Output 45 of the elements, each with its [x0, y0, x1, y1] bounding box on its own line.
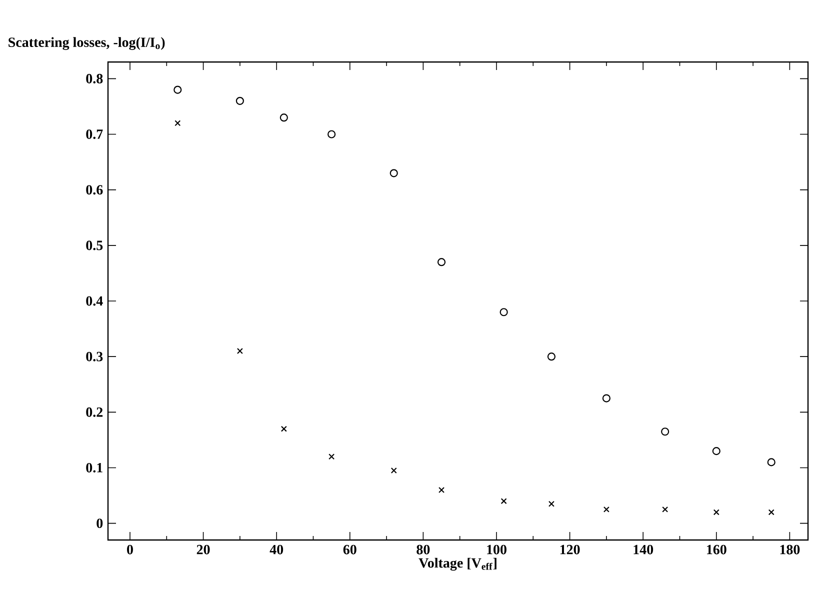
y-tick-label: 0.2 — [86, 407, 103, 417]
point — [661, 428, 670, 436]
point — [328, 130, 336, 138]
point — [437, 258, 446, 266]
point — [767, 458, 776, 466]
x-tick-label: 100 — [487, 544, 506, 554]
point — [500, 308, 508, 316]
x-tick-label: 40 — [270, 544, 284, 554]
point — [328, 454, 335, 460]
point — [280, 114, 288, 122]
x-tick-label: 160 — [707, 544, 726, 554]
x-axis-title: Voltage [V$_{eff}$] — [418, 558, 496, 571]
x-tick-label: 20 — [196, 544, 210, 554]
y-tick-label: 0.6 — [86, 185, 103, 195]
y-tick-label: 0.4 — [86, 296, 103, 306]
point — [390, 169, 398, 178]
point — [768, 509, 774, 516]
x-tick-label: 120 — [560, 544, 580, 554]
point — [712, 447, 720, 456]
x-tick-label: 140 — [634, 544, 654, 554]
point — [713, 509, 720, 516]
y-tick-label: 0.5 — [86, 240, 103, 250]
y-tick-label: 0.8 — [86, 74, 103, 84]
point — [548, 500, 554, 507]
point — [174, 120, 181, 126]
point — [390, 467, 397, 474]
x-tick-label: 180 — [780, 544, 800, 554]
point — [236, 96, 244, 105]
y-tick-label: 0 — [96, 518, 103, 528]
point — [280, 426, 287, 432]
point — [547, 352, 556, 361]
point — [236, 348, 243, 354]
point — [602, 394, 610, 402]
point — [174, 86, 182, 94]
x-tick-label: 60 — [343, 544, 356, 554]
point — [603, 506, 610, 512]
point — [438, 486, 445, 494]
point — [500, 498, 507, 504]
y-tick-label: 0.3 — [86, 352, 103, 362]
y-axis-title: Scattering losses, -log(I/I$_{o}$) — [8, 37, 165, 50]
x-tick-label: 80 — [416, 544, 430, 554]
point — [662, 506, 668, 512]
x-tick-label: 0 — [127, 544, 133, 554]
y-tick-label: 0.1 — [86, 462, 102, 473]
y-tick-label: 0.7 — [86, 130, 103, 140]
